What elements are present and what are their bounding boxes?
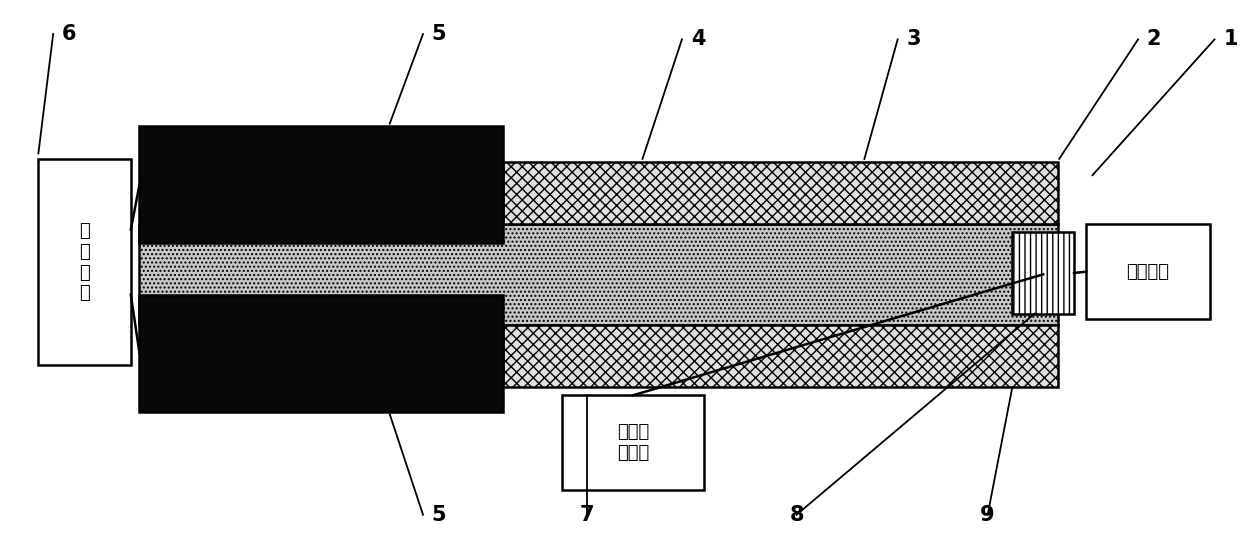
Text: 9: 9 [981, 505, 994, 525]
Text: 8: 8 [790, 505, 804, 525]
Text: 2: 2 [1147, 29, 1162, 50]
Text: 加热系统: 加热系统 [1126, 263, 1169, 281]
Text: 1: 1 [1224, 29, 1238, 50]
Bar [503, 162, 1058, 224]
Bar [139, 224, 1058, 325]
Bar [139, 126, 503, 243]
Text: 4: 4 [691, 29, 706, 50]
Text: 5: 5 [432, 505, 446, 525]
Text: 冷
却
系
统: 冷 却 系 统 [79, 222, 91, 302]
Text: 3: 3 [906, 29, 921, 50]
Text: 7: 7 [580, 505, 594, 525]
Bar [38, 159, 131, 365]
Text: 6: 6 [62, 24, 77, 44]
Text: 数据采
集系统: 数据采 集系统 [618, 423, 650, 462]
Bar [1012, 232, 1074, 314]
Bar [1086, 224, 1209, 319]
Bar [562, 395, 704, 490]
Bar [503, 325, 1058, 387]
Text: 5: 5 [432, 24, 446, 44]
Bar [139, 295, 503, 412]
